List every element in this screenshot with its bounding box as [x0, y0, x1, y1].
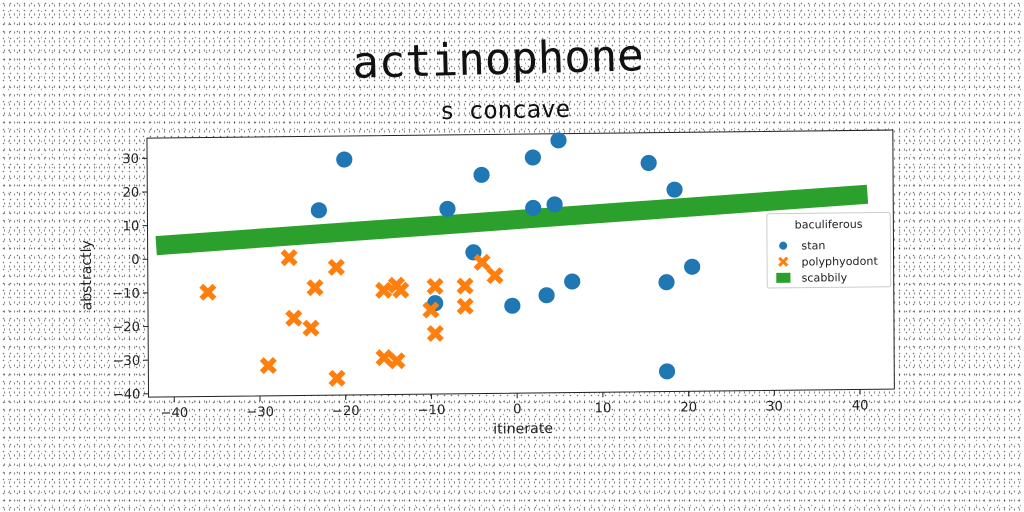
- y-tick-label: 30: [122, 152, 139, 167]
- legend-label-stan: stan: [801, 239, 825, 252]
- point-stan: [473, 166, 490, 183]
- plot-area: −40 −30 −20 −10 0 10 20 30 40 −40 −30 −20 −10 0 10 20 3…: [79, 129, 895, 438]
- legend-label-polyphyodont: polyphyodont: [801, 255, 878, 269]
- point-polyphyodont: [426, 277, 444, 295]
- y-tick-label: 0: [131, 253, 139, 268]
- point-stan: [504, 297, 521, 314]
- point-polyphyodont: [285, 309, 303, 327]
- point-polyphyodont: [426, 324, 444, 343]
- x-tick-label: −30: [246, 405, 274, 420]
- point-polyphyodont: [306, 279, 324, 297]
- x-tick-label: 20: [680, 400, 697, 415]
- point-stan: [550, 132, 567, 149]
- x-tick-label: 30: [766, 399, 783, 414]
- point-stan: [525, 199, 542, 216]
- y-axis-label: abstractly: [79, 240, 95, 310]
- point-stan: [439, 200, 456, 217]
- x-tick-label: 0: [513, 402, 521, 417]
- series-layer: [155, 132, 869, 387]
- y-tick-label: 20: [122, 186, 139, 201]
- point-polyphyodont: [456, 297, 474, 315]
- point-polyphyodont: [199, 283, 217, 301]
- legend-marker-polyphyodont: [778, 256, 789, 267]
- series-line-scabbily: [155, 184, 869, 256]
- point-polyphyodont: [327, 258, 345, 276]
- point-polyphyodont: [259, 357, 277, 375]
- x-tick-label: 10: [595, 401, 612, 416]
- y-tick-label: −10: [112, 287, 140, 302]
- point-stan: [546, 196, 563, 213]
- point-polyphyodont: [392, 281, 410, 299]
- x-axis: −40 −30 −20 −10 0 10 20 30 40: [160, 389, 869, 421]
- point-stan: [336, 151, 353, 168]
- y-axis: −40 −30 −20 −10 0 10 20 30: [112, 152, 149, 403]
- point-polyphyodont: [422, 301, 440, 319]
- x-axis-label: itinerate: [493, 421, 553, 438]
- y-tick-label: 10: [123, 219, 140, 234]
- legend-box: [766, 211, 892, 289]
- point-polyphyodont: [375, 349, 393, 367]
- point-stan: [666, 181, 683, 198]
- legend-title: baculiferous: [795, 218, 863, 232]
- series-polyphyodont: [199, 249, 504, 387]
- x-tick-label: 40: [852, 398, 869, 413]
- x-tick-label: −20: [332, 404, 360, 419]
- point-stan: [658, 363, 676, 380]
- legend-marker-stan: [779, 241, 788, 250]
- legend-marker-scabbily: [776, 272, 791, 283]
- point-polyphyodont: [328, 369, 346, 387]
- chart-title: actinophone: [352, 30, 645, 89]
- y-tick-label: −40: [113, 387, 141, 402]
- point-polyphyodont: [456, 277, 474, 295]
- point-polyphyodont: [280, 249, 298, 267]
- point-stan: [538, 287, 555, 304]
- y-tick-label: −30: [112, 354, 140, 369]
- point-polyphyodont: [486, 267, 504, 285]
- legend: baculiferous stan polyphyodont scabbily: [766, 211, 892, 289]
- chart-subtitle: s concave: [440, 95, 571, 125]
- y-tick-label: −20: [112, 320, 140, 335]
- x-tick-label: −40: [160, 406, 188, 421]
- point-stan: [524, 149, 541, 166]
- point-stan: [640, 154, 657, 171]
- point-polyphyodont: [388, 352, 406, 370]
- point-stan: [684, 258, 701, 275]
- point-polyphyodont: [375, 281, 393, 299]
- point-stan: [658, 274, 675, 291]
- x-tick-label: −10: [418, 403, 446, 418]
- point-stan: [564, 273, 581, 290]
- point-polyphyodont: [302, 319, 320, 337]
- point-polyphyodont: [473, 253, 491, 271]
- legend-label-scabbily: scabbily: [802, 271, 848, 284]
- point-stan: [310, 202, 327, 219]
